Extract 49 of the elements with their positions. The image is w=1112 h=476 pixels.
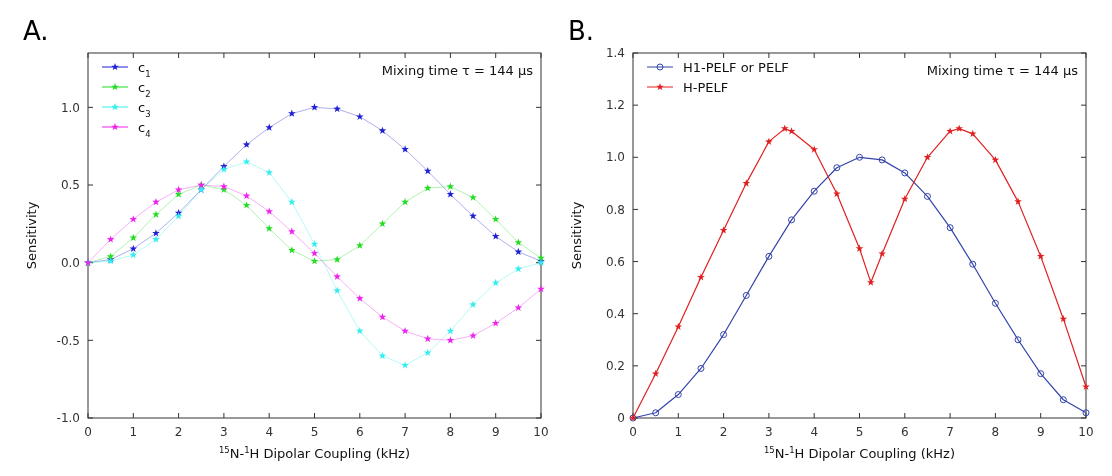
annotation: Mixing time τ = 144 μs	[926, 63, 1079, 78]
x-tick-label: 4	[810, 425, 819, 439]
y-tick-label: 1.2	[605, 98, 625, 113]
x-tick-label: 4	[265, 425, 274, 439]
y-axis-title: Sensitivity	[569, 201, 584, 270]
y-tick-label: 0.6	[605, 254, 625, 269]
legend-label: c$_{2}$	[138, 79, 151, 99]
x-tick-label: 2	[719, 425, 728, 439]
y-tick-label: 1.0	[605, 150, 625, 165]
x-tick-label: 0	[84, 425, 92, 439]
x-tick-label: 10	[533, 425, 549, 439]
x-axis-title: $^{15}$N-$^{1}$H Dipolar Coupling (kHz)	[219, 445, 410, 461]
x-tick-label: 9	[1036, 425, 1045, 439]
y-tick-label: 0	[617, 411, 625, 426]
x-tick-label: 1	[674, 425, 683, 439]
y-tick-label: 1.4	[605, 46, 625, 61]
y-tick-label: 1.0	[60, 100, 80, 115]
y-axis-title: Sensitivity	[24, 201, 39, 270]
legend-label: c$_{3}$	[138, 99, 151, 119]
legend-label: H-PELF	[683, 79, 729, 95]
x-tick-label: 7	[946, 425, 954, 439]
x-tick-label: 6	[355, 425, 364, 439]
x-tick-label: 0	[629, 425, 637, 439]
x-tick-label: 8	[446, 425, 455, 439]
legend-label: H1-PELF or PELF	[683, 59, 789, 75]
x-tick-label: 5	[310, 425, 319, 439]
y-tick-label: 0.0	[60, 255, 80, 270]
x-tick-label: 8	[991, 425, 1000, 439]
y-tick-label: 0.5	[60, 178, 80, 193]
x-tick-label: 6	[900, 425, 909, 439]
x-tick-label: 5	[855, 425, 864, 439]
legend-label: c$_{1}$	[138, 59, 151, 79]
x-axis-title: $^{15}$N-$^{1}$H Dipolar Coupling (kHz)	[764, 445, 955, 461]
x-tick-label: 1	[129, 425, 138, 439]
legend-label: c$_{4}$	[138, 119, 151, 139]
annotation: Mixing time τ = 144 μs	[381, 63, 534, 78]
x-tick-label: 3	[220, 425, 228, 439]
x-tick-label: 7	[401, 425, 409, 439]
x-tick-label: 3	[765, 425, 773, 439]
x-tick-label: 10	[1078, 425, 1094, 439]
y-tick-label: 0.8	[605, 202, 625, 217]
y-tick-label: -1.0	[56, 411, 80, 426]
x-tick-label: 9	[491, 425, 500, 439]
y-tick-label: 0.2	[605, 359, 625, 374]
x-tick-label: 2	[174, 425, 183, 439]
chart-title: A.	[23, 16, 49, 46]
y-tick-label: -0.5	[56, 333, 80, 348]
chart-title: B.	[568, 16, 595, 46]
y-tick-label: 0.4	[605, 306, 625, 321]
